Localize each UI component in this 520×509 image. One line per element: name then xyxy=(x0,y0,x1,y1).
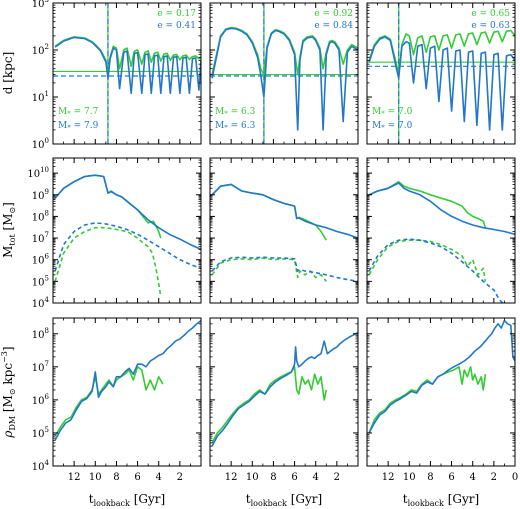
panel-d-2: e = 0.92 e = 0.84 M* = 6.3 M* = 6.3 xyxy=(209,2,359,145)
annotation-e-blue: e = 0.63 xyxy=(471,21,510,31)
x-tick-label: 8 xyxy=(270,472,276,483)
ylabel-d: d [kpc] xyxy=(1,52,15,95)
annotation-e-blue: e = 0.84 xyxy=(314,21,353,31)
series-line-blue-dashed xyxy=(211,256,358,283)
y-tick-label: 105 xyxy=(32,274,49,288)
x-tick-label: 8 xyxy=(113,472,119,483)
x-tick-label: 10 xyxy=(403,472,416,483)
annotation-mstar-blue: M* = 6.3 xyxy=(215,121,256,132)
series-line-green-dashed xyxy=(54,226,162,297)
series-group xyxy=(53,3,201,144)
series-group xyxy=(368,180,515,303)
x-tick-label: 10 xyxy=(89,472,102,483)
series-line-blue-dashed xyxy=(368,238,504,303)
annotation-mstar-blue: M* = 7.9 xyxy=(58,121,99,132)
series-group xyxy=(54,319,201,441)
xlabel-col-2: tlookback [Gyr] xyxy=(246,492,322,508)
series-line-blue-solid xyxy=(54,36,201,95)
annotation-e-green: e = 0.92 xyxy=(314,9,353,19)
y-tick-label: 107 xyxy=(32,360,49,374)
series-line-blue-solid xyxy=(211,331,358,447)
y-tick-label: 106 xyxy=(32,393,50,407)
y-tick-label: 106 xyxy=(32,253,50,267)
y-tick-label: 101 xyxy=(32,90,49,104)
annotation-mstar-green: M* = 7.7 xyxy=(58,107,99,118)
series-line-green-solid xyxy=(54,365,164,437)
series-group xyxy=(367,3,515,144)
x-tick-label: 12 xyxy=(68,472,81,483)
row-label-rho: ρDM [M⊙ kpc−3] xyxy=(0,346,17,438)
x-tick-label: 12 xyxy=(382,472,395,483)
series-line-blue-solid xyxy=(211,183,358,239)
y-tick-label: 1010 xyxy=(27,166,49,180)
y-tick-label: 104 xyxy=(32,459,50,473)
x-tick-label: 2 xyxy=(491,472,497,483)
xlabel-col-3: tlookback [Gyr] xyxy=(403,492,479,508)
x-tick-label: 4 xyxy=(156,472,162,483)
x-tick-label: 4 xyxy=(313,472,319,483)
series-line-blue-solid xyxy=(368,319,515,434)
series-line-blue-solid xyxy=(368,36,515,131)
y-tick-label: 102 xyxy=(32,43,49,57)
series-group xyxy=(210,3,358,144)
x-tick-label: 6 xyxy=(134,472,140,483)
series-line-blue-solid xyxy=(211,27,358,131)
x-tick-label: 4 xyxy=(470,472,476,483)
row-label-mtot: Mtot [M⊙] xyxy=(1,202,17,258)
series-line-green-dashed xyxy=(211,257,327,282)
y-tick-label: 105 xyxy=(32,426,49,440)
series-group xyxy=(368,319,515,434)
panel-d-1: 100 101 102 103 e = 0.17 e = 0.41 M* = 7.7 M* =… xyxy=(32,0,202,151)
annotation-mstar-green: M* = 6.3 xyxy=(215,107,256,118)
axes-frame xyxy=(366,157,516,304)
y-tick-label: 108 xyxy=(32,209,49,223)
series-line-green-solid xyxy=(211,365,328,444)
series-group xyxy=(211,331,358,447)
x-tick-label: 6 xyxy=(448,472,454,483)
series-line-green-solid xyxy=(368,29,515,76)
x-tick-label: 8 xyxy=(427,472,433,483)
series-line-blue-solid xyxy=(368,182,515,236)
y-tick-label: 107 xyxy=(32,231,49,245)
series-line-green-dashed xyxy=(368,239,487,282)
x-tick-label: 10 xyxy=(246,472,259,483)
annotation-e-green: e = 0.65 xyxy=(471,9,510,19)
annotation-mstar-green: M* = 7.0 xyxy=(372,107,413,118)
annotation-e-green: e = 0.17 xyxy=(157,9,196,19)
x-tick-label: 2 xyxy=(334,472,340,483)
x-tick-label: 6 xyxy=(291,472,297,483)
panel-mtot-3 xyxy=(366,157,516,304)
series-line-blue-solid xyxy=(54,174,201,251)
ylabel-mtot: Mtot [M⊙] xyxy=(1,202,17,258)
series-line-green-solid xyxy=(211,183,327,241)
ylabel-rho: ρDM [M⊙ kpc−3] xyxy=(0,346,17,438)
axes-frame xyxy=(209,317,359,467)
y-tick-label: 103 xyxy=(32,0,49,10)
x-tick-label: 2 xyxy=(177,472,183,483)
panel-mtot-1: 104 105 106 107 108 109 1010 xyxy=(27,157,202,310)
series-line-blue-solid xyxy=(54,319,201,441)
series-group xyxy=(54,174,201,297)
y-tick-label: 108 xyxy=(32,327,49,341)
y-tick-label: 104 xyxy=(32,296,50,310)
panel-rho-3: 2 4 6 8 10 12 0 xyxy=(366,317,518,483)
annotation-mstar-blue: M* = 7.0 xyxy=(372,121,413,132)
annotation-e-blue: e = 0.41 xyxy=(157,21,196,31)
y-tick-label: 109 xyxy=(32,188,49,202)
panel-d-3: e = 0.65 e = 0.63 M* = 7.0 M* = 7.0 xyxy=(366,2,516,145)
series-line-green-solid xyxy=(368,365,487,434)
axes-frame xyxy=(366,317,516,467)
panel-rho-1: 104 105 106 107 108 2 4 6 8 10 12 xyxy=(32,317,202,483)
x-tick-label: 0 xyxy=(512,472,518,483)
x-tick-label: 12 xyxy=(225,472,238,483)
series-group xyxy=(211,183,358,283)
xlabel-col-1: tlookback [Gyr] xyxy=(89,492,165,508)
series-line-blue-dashed xyxy=(54,222,201,272)
panel-rho-2: 2 4 6 8 10 12 xyxy=(209,317,359,483)
row-label-d: d [kpc] xyxy=(1,52,15,95)
y-tick-label: 100 xyxy=(32,137,49,151)
panel-mtot-2 xyxy=(209,157,359,304)
